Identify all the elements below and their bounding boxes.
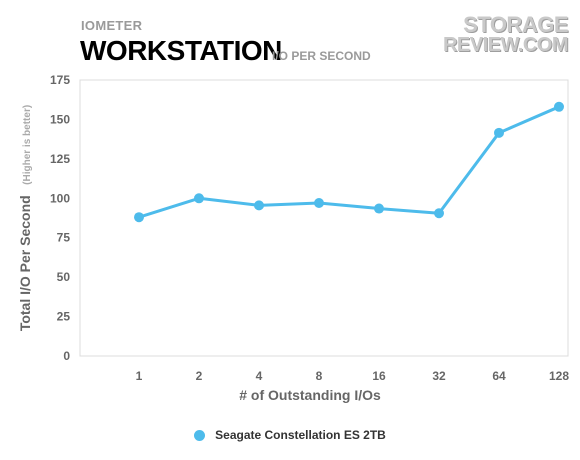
x-tick-label: 32 <box>432 369 446 383</box>
x-tick-label: 1 <box>136 369 143 383</box>
x-tick-label: 64 <box>492 369 506 383</box>
plot-area <box>79 79 569 357</box>
x-tick-label: 4 <box>256 369 263 383</box>
data-point <box>374 203 384 214</box>
x-tick-label: 128 <box>549 369 569 383</box>
y-axis-title-note: (Higher is better) <box>22 105 33 185</box>
y-tick-label: 25 <box>57 310 71 324</box>
data-point <box>134 212 144 223</box>
chart-title: WORKSTATION <box>80 35 282 66</box>
legend-marker <box>194 429 206 441</box>
y-tick-label: 75 <box>57 231 71 245</box>
line-chart: 0 25 50 75 100 125 150 175 1 2 4 8 16 32 64 128 # of O… <box>17 73 570 403</box>
chart-legend: Seagate Constellation ES 2TB <box>0 428 580 442</box>
legend-label: Seagate Constellation ES 2TB <box>215 428 386 442</box>
x-axis-title: # of Outstanding I/Os <box>239 387 381 403</box>
logo-line-1: STORAGE <box>463 12 568 37</box>
y-tick-label: 100 <box>50 191 70 205</box>
x-tick-label: 16 <box>372 369 386 383</box>
y-tick-label: 150 <box>50 112 70 126</box>
data-point <box>314 198 324 209</box>
x-tick-label: 8 <box>316 369 323 383</box>
x-axis-ticks: 1 2 4 8 16 32 64 128 <box>136 369 570 383</box>
series-line <box>138 105 560 219</box>
data-point <box>254 200 264 211</box>
data-point <box>554 101 564 112</box>
y-tick-label: 175 <box>50 73 70 87</box>
data-point <box>434 208 444 219</box>
series-points <box>134 101 564 223</box>
data-point <box>494 127 504 138</box>
chart-kicker: IOMETER <box>81 18 143 33</box>
y-tick-label: 50 <box>57 270 71 284</box>
data-point <box>194 193 204 204</box>
y-axis-ticks: 0 25 50 75 100 125 150 175 <box>50 73 70 363</box>
y-tick-label: 0 <box>63 349 70 363</box>
logo-line-2: REVIEW.COM <box>442 34 569 56</box>
storagereview-logo: STORAGE REVIEW.COM <box>440 12 569 68</box>
y-axis-title-main: Total I/O Per Second <box>17 195 33 331</box>
y-axis-title: Total I/O Per Second (Higher is better) <box>17 105 34 331</box>
x-tick-label: 2 <box>196 369 203 383</box>
chart-subtitle: I/O PER SECOND <box>272 49 371 63</box>
y-tick-label: 125 <box>50 152 70 166</box>
